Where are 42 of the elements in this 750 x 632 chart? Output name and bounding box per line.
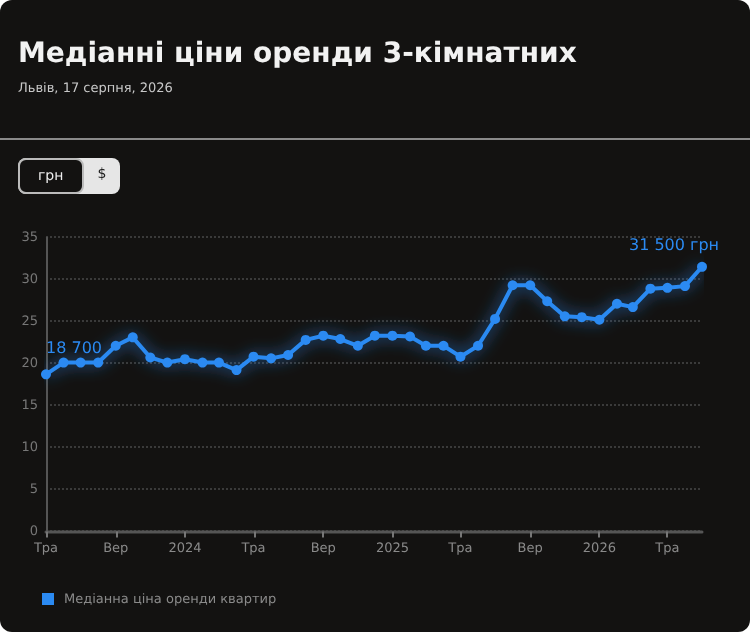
point — [645, 283, 656, 294]
point — [318, 330, 329, 341]
point — [525, 280, 536, 291]
point — [542, 296, 553, 307]
point — [697, 261, 707, 272]
point — [197, 357, 208, 368]
point — [93, 357, 104, 368]
point — [405, 331, 415, 342]
point — [248, 351, 259, 362]
point — [369, 330, 380, 341]
point — [213, 357, 224, 368]
point — [611, 298, 622, 309]
point — [473, 340, 484, 351]
point — [420, 340, 431, 351]
point — [58, 357, 69, 368]
point — [576, 312, 587, 323]
point — [352, 340, 363, 351]
point — [490, 313, 501, 324]
point — [162, 357, 173, 368]
point — [127, 332, 138, 343]
point — [300, 334, 311, 345]
point — [266, 353, 277, 364]
point — [231, 365, 242, 376]
point — [387, 330, 398, 341]
chart-title: Медіанні ціни оренди 3-кімнатних — [18, 38, 577, 70]
point — [179, 354, 190, 365]
point — [75, 357, 86, 368]
point — [627, 302, 638, 313]
point — [662, 282, 673, 293]
point — [145, 352, 156, 363]
annotation: 18 700 — [46, 339, 102, 358]
point — [283, 350, 294, 360]
point — [41, 369, 51, 380]
point — [110, 340, 121, 351]
point — [559, 311, 570, 322]
point — [507, 280, 518, 291]
point — [594, 314, 605, 325]
point — [438, 340, 449, 351]
point — [680, 281, 690, 292]
point — [455, 351, 466, 362]
point — [335, 334, 346, 345]
annotation: 31 500 грн — [628, 235, 720, 254]
